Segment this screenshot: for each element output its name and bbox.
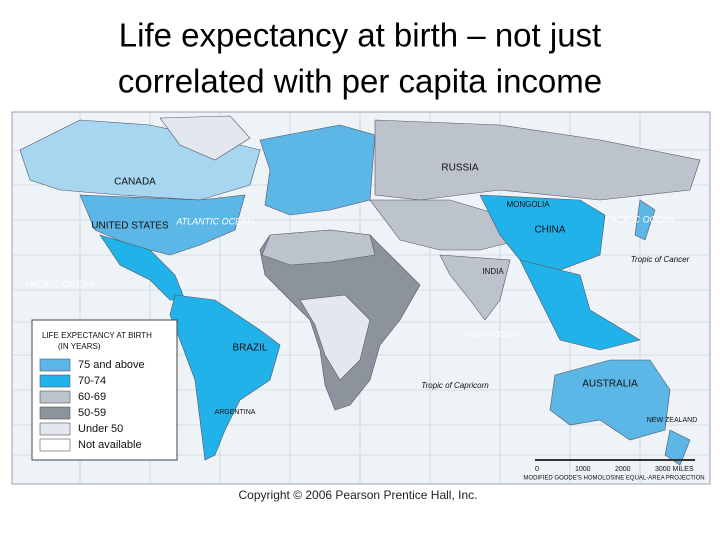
legend-label: 75 and above <box>78 359 145 371</box>
map-label: Tropic of Cancer <box>631 255 690 264</box>
map-label: AUSTRALIA <box>582 379 638 390</box>
legend-label: Not available <box>78 439 142 451</box>
legend-swatch <box>39 358 71 372</box>
map-label: INDIAN OCEAN <box>463 330 521 339</box>
legend-label: 50-59 <box>78 407 106 419</box>
legend-label: 60-69 <box>78 391 106 403</box>
legend-swatch <box>39 390 71 404</box>
map-label: PACIFIC OCEAN <box>25 279 95 289</box>
map-label: CANADA <box>114 177 156 188</box>
map-label: MONGOLIA <box>506 200 550 209</box>
legend-subtitle: (IN YEARS) <box>58 342 101 351</box>
legend-swatch <box>39 422 71 436</box>
map-labels: CANADA UNITED STATES ATLANTIC OCEAN PACIFIC… <box>25 163 697 424</box>
scale-bar: 0 1000 2000 3000 MILES MODIFIED GOODE'S HOMO… <box>523 459 705 482</box>
legend-title: LIFE EXPECTANCY AT BIRTH <box>42 331 152 340</box>
legend-items: 75 and above 70-74 60-69 50-59 Under 50 Not a… <box>39 358 145 452</box>
map-label: RUSSIA <box>441 163 479 174</box>
map-label: PACIFIC OCEAN <box>605 214 675 224</box>
legend-label: 70-74 <box>78 375 106 387</box>
scale-label: 2000 <box>615 466 631 473</box>
map-label: UNITED STATES <box>91 221 169 232</box>
scale-label: 1000 <box>575 466 591 473</box>
title-line: correlated with per capita income <box>118 63 602 100</box>
title-line: Life expectancy at birth – not just <box>119 17 601 54</box>
map-label: NEW ZEALAND <box>647 417 698 424</box>
projection-note: MODIFIED GOODE'S HOMOLOSINE EQUAL-AREA P… <box>523 476 704 482</box>
map-label: ATLANTIC OCEAN <box>175 216 254 226</box>
legend-label: Under 50 <box>78 423 123 435</box>
scale-label: 0 <box>535 466 539 473</box>
legend-swatch <box>39 438 71 452</box>
legend-swatch <box>39 406 71 420</box>
land <box>19 115 701 466</box>
map-label: CHINA <box>534 225 565 236</box>
map-label: BRAZIL <box>232 343 267 354</box>
map-label: ARGENTINA <box>215 409 256 416</box>
legend: LIFE EXPECTANCY AT BIRTH (IN YEARS) 75 a… <box>31 319 178 461</box>
scale-label: 3000 MILES <box>655 466 694 473</box>
copyright: Copyright © 2006 Pearson Prentice Hall, … <box>239 488 478 502</box>
map-label: INDIA <box>482 267 504 276</box>
map: CANADA UNITED STATES ATLANTIC OCEAN PACIFIC… <box>11 111 711 485</box>
legend-swatch <box>39 374 71 388</box>
map-label: Tropic of Capricorn <box>421 381 489 390</box>
